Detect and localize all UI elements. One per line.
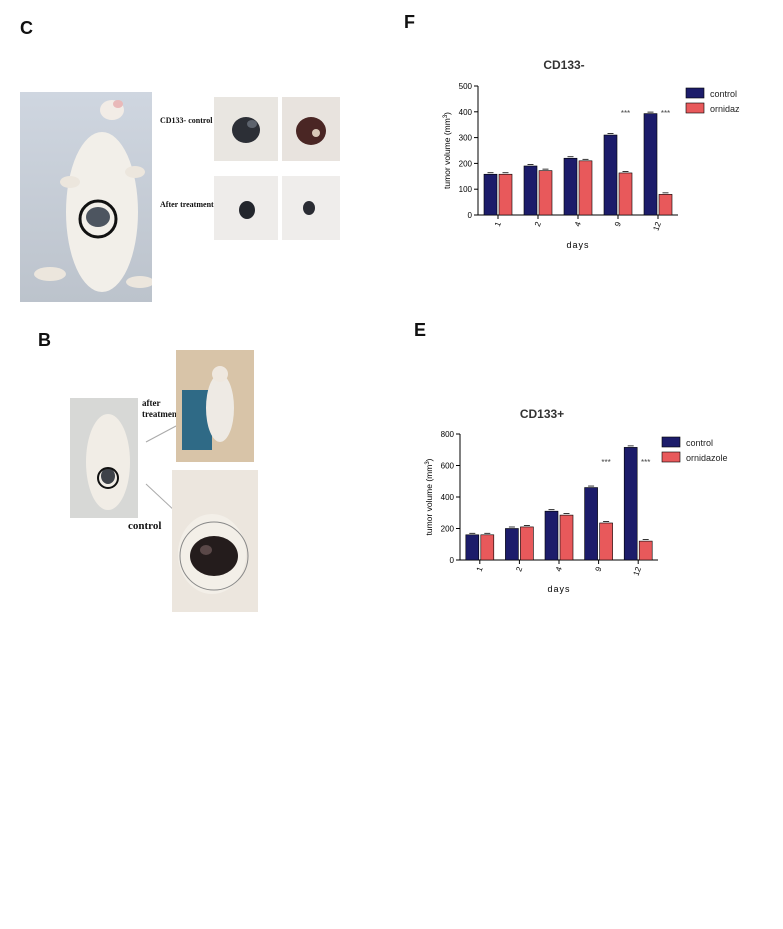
- tumor-photo-control-2: [282, 97, 340, 161]
- y-tick-label: 600: [441, 462, 455, 471]
- panel-letter-b: B: [38, 330, 51, 350]
- x-axis-label: days: [547, 584, 570, 594]
- bar-ornidazole: [520, 526, 534, 561]
- bar-ornidazole: [538, 170, 553, 216]
- chart-title: CD133+: [520, 407, 564, 421]
- legend-swatch-ornidazole: [685, 102, 705, 114]
- bar-ornidazole: [578, 160, 593, 216]
- after-treatment-label-b: after treatment: [142, 398, 180, 419]
- x-tick-label: 12: [632, 565, 644, 577]
- bar-control: [483, 173, 498, 216]
- y-tick-label: 200: [459, 159, 473, 168]
- x-tick-label: 9: [593, 565, 603, 573]
- significance-label: ***: [621, 109, 630, 118]
- x-tick-label: 2: [533, 220, 543, 228]
- bar-control: [465, 534, 480, 561]
- tumor-photo-treated-1: [214, 176, 278, 240]
- y-axis-label: tumor volume (mm3): [424, 458, 434, 535]
- control-label-b: control: [128, 520, 162, 532]
- significance-label: ***: [601, 458, 610, 467]
- bar-ornidazole: [658, 194, 673, 216]
- bar-ornidazole: [638, 540, 653, 561]
- legend-label-control: control: [710, 89, 737, 99]
- legend-swatch-control: [685, 87, 705, 99]
- panel-letter-c: C: [20, 18, 33, 38]
- connector-lines-b: [145, 425, 177, 513]
- x-tick-label: 2: [514, 565, 524, 573]
- x-axis-label: days: [566, 240, 589, 250]
- legend-label-ornidazole: ornidazole: [686, 453, 728, 463]
- bar-control: [505, 528, 519, 561]
- y-tick-label: 800: [441, 430, 455, 439]
- bar-control: [523, 165, 538, 216]
- tumor-photo-control-1: [214, 97, 278, 161]
- panel-letter-e: E: [414, 320, 427, 340]
- x-tick-label: 9: [613, 220, 623, 228]
- y-tick-label: 400: [459, 108, 473, 117]
- x-tick-label: 4: [573, 220, 583, 228]
- bar-control: [643, 113, 658, 216]
- x-tick-label: 4: [554, 565, 564, 573]
- legend-swatch-control: [661, 436, 681, 448]
- y-tick-label: 500: [459, 82, 473, 91]
- legend-swatch-ornidazole: [661, 451, 681, 463]
- significance-label: ***: [661, 109, 670, 118]
- x-tick-label: 1: [493, 220, 503, 228]
- bar-control: [563, 157, 578, 216]
- bar-control: [544, 510, 559, 561]
- bar-ornidazole: [618, 172, 633, 216]
- bar-control: [603, 134, 618, 216]
- bar-control: [584, 487, 598, 561]
- legend-label-ornidazole: ornidazole: [710, 104, 740, 114]
- chart-title: CD133-: [543, 58, 584, 72]
- bar-ornidazole: [480, 534, 495, 561]
- cd133-control-label: CD133- control: [160, 116, 213, 125]
- mouse-photo-b: [70, 398, 138, 518]
- after-treatment-photo-b: [176, 350, 254, 462]
- x-tick-label: 12: [651, 220, 663, 232]
- control-photo-b: [172, 470, 258, 612]
- bar-ornidazole: [498, 173, 513, 216]
- y-tick-label: 0: [450, 556, 455, 565]
- y-tick-label: 300: [459, 134, 473, 143]
- significance-label: ***: [641, 458, 650, 467]
- mouse-photo-c: [20, 92, 152, 302]
- y-tick-label: 0: [468, 211, 473, 220]
- y-axis-label: tumor volume (mm3): [442, 112, 452, 189]
- bar-ornidazole: [559, 514, 574, 561]
- bar-control: [623, 447, 638, 561]
- legend-label-control: control: [686, 438, 713, 448]
- panel-letter-f: F: [404, 12, 415, 32]
- chart-cd133-minus: CD133- 0 100 200 300 400 500 tumor volume (mm3)…: [442, 58, 740, 250]
- bar-ornidazole: [599, 522, 613, 561]
- x-tick-label: 1: [475, 565, 485, 573]
- y-tick-label: 400: [441, 493, 455, 502]
- tumor-photo-treated-2: [282, 176, 340, 240]
- y-tick-label: 100: [459, 185, 473, 194]
- after-treatment-label: After treatment: [160, 200, 214, 209]
- y-tick-label: 200: [441, 525, 455, 534]
